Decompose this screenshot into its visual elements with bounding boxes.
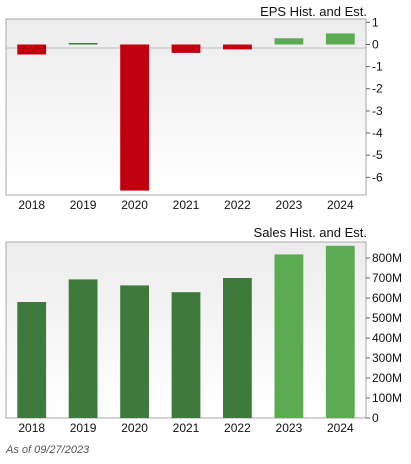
sales-y-tick-label: 100M — [372, 391, 402, 405]
eps-x-tick-label: 2018 — [18, 198, 45, 212]
eps-bar — [120, 44, 149, 191]
eps-chart-title: EPS Hist. and Est. — [260, 4, 367, 19]
sales-y-tick-label: 400M — [372, 331, 402, 345]
eps-y-tick-label: -4 — [372, 126, 383, 140]
eps-y-tick-label: 0 — [372, 38, 379, 52]
sales-y-tick-label: 700M — [372, 271, 402, 285]
sales-bar — [274, 254, 304, 418]
sales-y-axis: 0 100M 200M 300M 400M 500M 600M 700M 800M — [366, 251, 402, 425]
eps-bar — [68, 43, 98, 45]
sales-chart-title: Sales Hist. and Est. — [254, 225, 367, 240]
sales-chart: Sales Hist. and Est. 0 100M 200M 300M 400M 50… — [5, 225, 402, 435]
sales-bars — [17, 245, 355, 418]
eps-y-axis: 1 0 -1 -2 -3 -4 -5 -6 — [366, 15, 383, 184]
eps-bar — [171, 44, 201, 53]
eps-y-tick-label: -6 — [372, 170, 383, 184]
eps-y-tick-label: 1 — [372, 15, 379, 29]
eps-bars — [17, 33, 355, 191]
sales-x-tick-label: 2018 — [18, 421, 45, 435]
eps-bar — [325, 33, 355, 45]
sales-x-tick-label: 2023 — [276, 421, 303, 435]
sales-bar — [68, 279, 98, 418]
eps-chart: EPS Hist. and Est. 10-1-2-3-4-5-6 2018 20… — [5, 4, 383, 212]
eps-x-tick-label: 2019 — [70, 198, 97, 212]
eps-x-tick-label: 2022 — [224, 198, 251, 212]
sales-y-tick-label: 800M — [372, 251, 402, 265]
sales-x-tick-label: 2019 — [70, 421, 97, 435]
sales-y-tick-label: 200M — [372, 371, 402, 385]
sales-x-tick-label: 2024 — [327, 421, 354, 435]
sales-bar — [120, 285, 149, 418]
sales-y-tick-label: 0 — [372, 411, 379, 425]
as-of-date: As of 09/27/2023 — [6, 444, 90, 456]
sales-y-tick-label: 300M — [372, 351, 402, 365]
eps-y-tick-label: -2 — [372, 82, 383, 96]
eps-y-tick-label: -1 — [372, 60, 383, 74]
sales-bar — [223, 278, 252, 418]
sales-x-tick-label: 2020 — [121, 421, 148, 435]
sales-bar — [171, 292, 201, 418]
sales-x-tick-label: 2021 — [173, 421, 200, 435]
eps-bar — [223, 44, 252, 50]
sales-y-tick-label: 500M — [372, 311, 402, 325]
sales-y-tick-label: 600M — [372, 291, 402, 305]
sales-x-tick-label: 2022 — [224, 421, 251, 435]
eps-x-tick-label: 2023 — [276, 198, 303, 212]
eps-x-tick-label: 2021 — [173, 198, 200, 212]
sales-bar — [325, 245, 355, 418]
eps-x-tick-label: 2024 — [327, 198, 354, 212]
eps-x-axis: 2018 2019 2020 2021 2022 2023 2024 — [18, 198, 354, 212]
eps-bar — [17, 44, 47, 55]
sales-x-axis: 2018 2019 2020 2021 2022 2023 2024 — [18, 421, 354, 435]
eps-y-tick-label: -3 — [372, 104, 383, 118]
sales-bar — [17, 302, 47, 418]
eps-bar — [274, 38, 304, 45]
eps-y-tick-label: -5 — [372, 148, 383, 162]
eps-x-tick-label: 2020 — [121, 198, 148, 212]
